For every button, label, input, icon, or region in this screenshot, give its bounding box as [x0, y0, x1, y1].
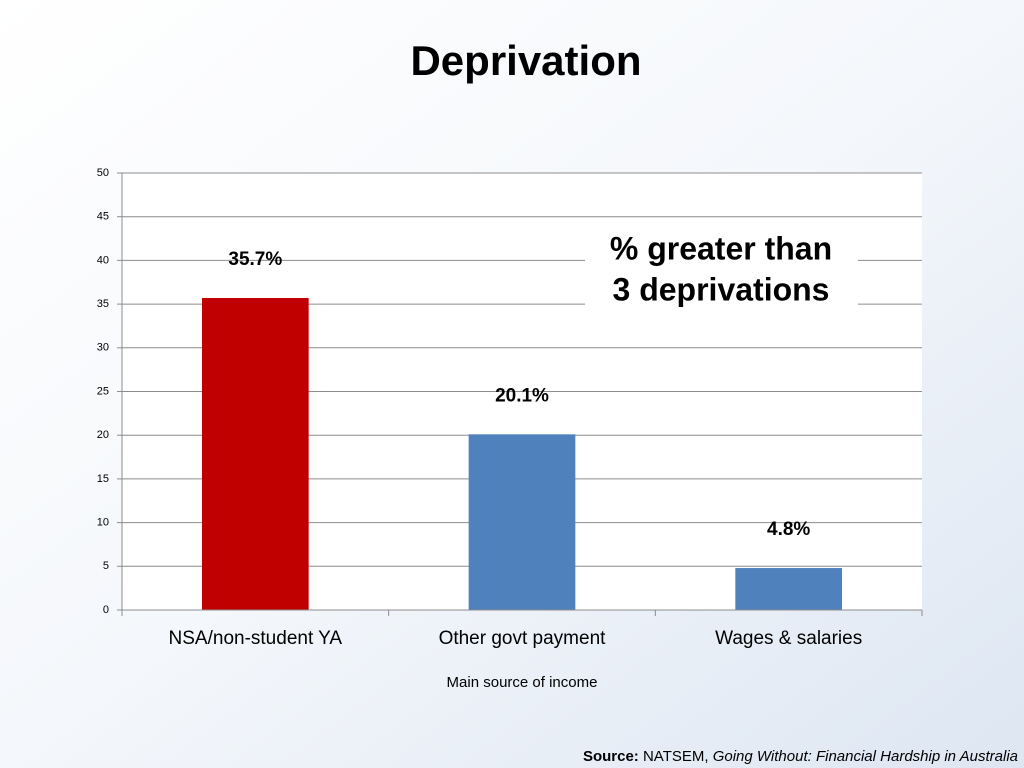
- chart: 0 5 10 15 20 25 30 35 40 45 50 NSA/non-student YA 35…: [97, 167, 923, 649]
- x-tick-label: Wages & salaries: [715, 628, 862, 649]
- y-tick-label: 30: [97, 342, 109, 354]
- y-tick-label: 0: [103, 604, 109, 616]
- y-tick-label: 10: [97, 517, 109, 529]
- source-title: Going Without: Financial Hardship in Aus…: [713, 748, 1018, 765]
- x-axis-label: Main source of income: [447, 674, 598, 691]
- annotation-box: [585, 224, 858, 316]
- source: Source: NATSEM, Going Without: Financial…: [583, 748, 1018, 765]
- y-tick-label: 35: [97, 298, 109, 310]
- data-label: 4.8%: [767, 519, 810, 540]
- data-label: 20.1%: [495, 385, 549, 406]
- annotation-line: 3 deprivations: [613, 271, 830, 307]
- y-tick-label: 50: [97, 167, 109, 179]
- source-author: NATSEM,: [643, 748, 709, 765]
- source-label: Source:: [583, 748, 639, 765]
- y-tick-label: 20: [97, 429, 109, 441]
- data-label: 35.7%: [228, 249, 282, 270]
- y-tick-label: 25: [97, 385, 109, 397]
- y-tick-label: 45: [97, 211, 109, 223]
- x-tick-label: NSA/non-student YA: [169, 628, 343, 649]
- bar: [202, 297, 309, 610]
- annotation-line: % greater than: [610, 230, 832, 266]
- bar: [468, 434, 576, 610]
- y-tick-label: 5: [103, 560, 109, 572]
- x-tick-label: Other govt payment: [439, 628, 607, 649]
- chart-title: Deprivation: [410, 37, 641, 84]
- bar: [735, 568, 842, 610]
- y-tick-label: 15: [97, 473, 109, 485]
- y-tick-label: 40: [97, 254, 109, 266]
